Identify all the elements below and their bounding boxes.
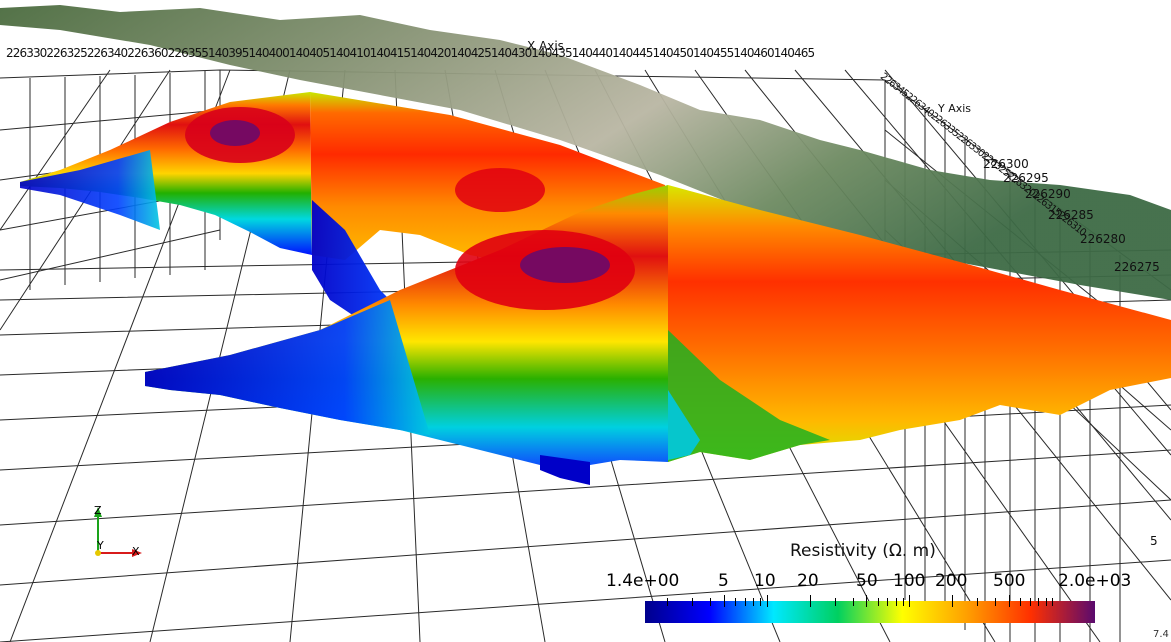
colorbar-tick-mark [1009, 595, 1011, 607]
colorbar-min-label: 1.4e+00 [606, 571, 680, 591]
colorbar-tick-mark [909, 595, 911, 607]
z-axis-tick: 5 [1150, 534, 1158, 548]
x-axis-title: X Axis [527, 39, 564, 53]
colorbar-tick-label: 5 [718, 571, 729, 591]
orientation-y-label: Y [97, 539, 104, 552]
colorbar-tick-mark [667, 598, 669, 606]
orientation-x-label: X [132, 545, 140, 558]
colorbar-title: Resistivity (Ω. m) [790, 541, 936, 561]
anomaly-high-2 [455, 168, 545, 212]
colorbar-tick-mark [1045, 598, 1047, 606]
anomaly-peak-3 [520, 247, 610, 283]
colorbar-tick-mark [735, 598, 737, 606]
terrain-surface [0, 5, 1171, 300]
colorbar-tick-mark [952, 595, 954, 607]
resistivity-section-2-lower [312, 200, 440, 350]
y-axis-tick: 226285 [1048, 208, 1094, 222]
resistivity-section-3-left-wing [145, 300, 430, 435]
colorbar-tick-label: 50 [856, 571, 878, 591]
colorbar-tick-mark [902, 598, 904, 606]
colorbar-tick-mark [834, 598, 836, 606]
colorbar-tick-mark [877, 598, 879, 606]
y-axis-tick: 226295 [1003, 171, 1049, 185]
colorbar-tick-mark [744, 598, 746, 606]
colorbar-tick-label: 10 [754, 571, 776, 591]
orientation-z-label: Z [94, 504, 102, 517]
y-axis-title: Y Axis [938, 102, 972, 115]
colorbar-tick-mark [752, 598, 754, 606]
resistivity-section-4 [668, 185, 1171, 462]
colorbar-tick-mark [866, 595, 868, 607]
colorbar-tick-mark [723, 595, 725, 607]
section-3-base-notches [540, 455, 590, 485]
colorbar-tick-mark [710, 598, 712, 606]
colorbar-tick-mark [1052, 598, 1054, 606]
colorbar-tick-label: 500 [993, 571, 1026, 591]
colorbar-tick-mark [760, 598, 762, 606]
colorbar-tick-mark [809, 595, 811, 607]
resistivity-section-1-left-wing [20, 150, 160, 230]
colorbar-tick-label: 200 [935, 571, 968, 591]
colorbar-tick-label: 100 [893, 571, 926, 591]
y-axis-tick: 226290 [1025, 187, 1071, 201]
colorbar-tick-mark [766, 595, 768, 607]
colorbar-tick-label: 20 [797, 571, 819, 591]
resistivity-section-4-lower [668, 330, 830, 462]
colorbar-tick-mark [977, 598, 979, 606]
resistivity-section-4-deep [668, 390, 700, 460]
colorbar-tick-mark [1029, 598, 1031, 606]
x-axis-tick-labels: 2263302263252263402263602263551403951404… [6, 46, 815, 60]
colorbar-tick-mark [1020, 598, 1022, 606]
colorbar-tick-mark [852, 598, 854, 606]
orientation-axes-widget [94, 507, 142, 557]
colorbar-gradient [645, 601, 1095, 623]
colorbar-tick-mark [895, 598, 897, 606]
anomaly-peak-1 [210, 120, 260, 146]
colorbar-tick-mark [692, 598, 694, 606]
colorbar-tick-mark [887, 598, 889, 606]
y-axis-tick: 226275 [1114, 260, 1160, 274]
colorbar-tick-mark [1038, 598, 1040, 606]
z-axis-tick: 7.4 [1153, 629, 1169, 640]
colorbar-max-label: 2.0e+03 [1058, 571, 1132, 591]
colorbar-tick-mark [995, 598, 997, 606]
y-axis-tick: 226280 [1080, 232, 1126, 246]
y-axis-tick: 226300 [983, 157, 1029, 171]
